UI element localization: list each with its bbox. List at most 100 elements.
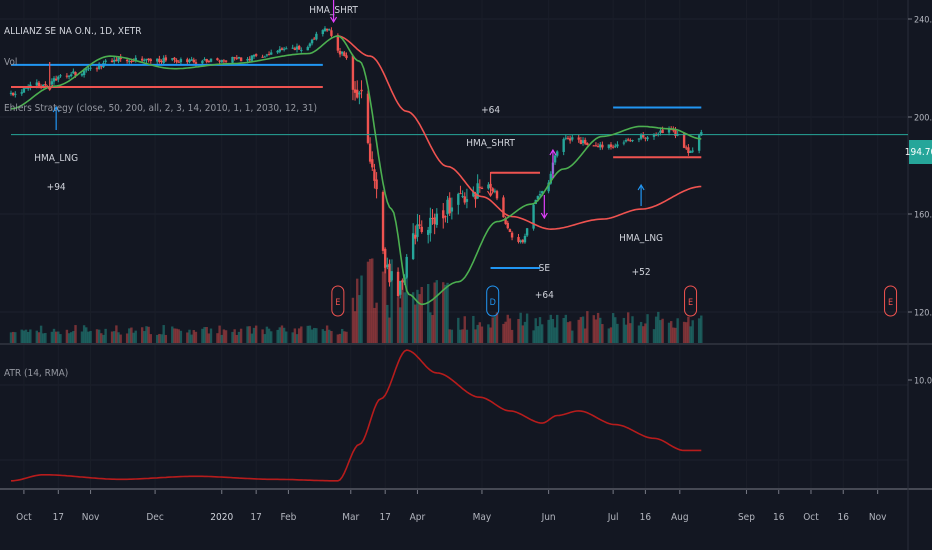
volume-bar <box>147 326 150 343</box>
volume-bar <box>547 319 550 343</box>
volume-bar <box>700 315 703 343</box>
candle <box>263 56 266 58</box>
volume-bar <box>368 258 372 343</box>
volume-bar <box>37 332 41 343</box>
signal-label-hma-lng-jul: HMA_LNG <box>619 233 663 244</box>
volume-bar <box>35 330 39 343</box>
volume-bar <box>149 334 152 343</box>
candle <box>325 28 329 31</box>
volume-bar <box>263 334 266 343</box>
candle <box>235 57 239 59</box>
event-marker[interactable] <box>331 285 345 317</box>
candle <box>89 67 92 69</box>
volume-bar <box>171 326 174 343</box>
candle <box>205 58 208 62</box>
candle <box>491 188 494 192</box>
candle <box>525 228 529 236</box>
price-axis-label: 200.00 <box>914 114 932 124</box>
candle <box>119 57 122 60</box>
candle <box>310 39 314 44</box>
candle <box>418 224 421 226</box>
candle <box>231 56 234 63</box>
volume-bar <box>689 326 692 343</box>
volume-bar <box>624 324 628 343</box>
volume-bar <box>224 330 228 343</box>
volume-bar <box>190 334 193 343</box>
volume-bar <box>353 311 357 343</box>
volume-bar <box>22 330 26 343</box>
candle <box>577 137 580 140</box>
volume-bar <box>564 314 568 343</box>
candle <box>564 137 568 139</box>
signal-label-hma-lng-left: HMA_LNG <box>34 153 78 164</box>
volume-bar <box>267 328 271 343</box>
candle <box>104 60 107 62</box>
candle <box>411 233 415 260</box>
volume-label[interactable]: Vol <box>4 57 18 68</box>
candle <box>130 61 133 63</box>
candle <box>540 191 544 194</box>
volume-bar <box>158 333 161 343</box>
candle <box>414 234 417 239</box>
candle <box>652 134 656 137</box>
atr-label[interactable]: ATR (14, RMA) <box>4 368 69 379</box>
volume-bar <box>52 328 56 343</box>
volume-bar <box>328 329 331 343</box>
volume-bar <box>80 331 84 343</box>
candle <box>37 82 41 87</box>
volume-bar <box>667 322 671 343</box>
candle <box>360 89 363 92</box>
volume-bar <box>506 314 509 343</box>
volume-bar <box>489 327 492 343</box>
volume-bar <box>431 315 434 343</box>
volume-bar <box>308 325 312 343</box>
candle <box>667 128 671 133</box>
volume-bar <box>562 318 565 343</box>
volume-bar <box>519 312 522 343</box>
volume-bar <box>336 334 340 343</box>
candle <box>330 30 333 36</box>
event-marker-label: E <box>888 298 893 308</box>
volume-bar <box>411 292 415 343</box>
volume-bar <box>444 284 447 343</box>
volume-bar <box>82 325 86 343</box>
volume-bar <box>20 329 23 343</box>
volume-bar <box>687 316 690 343</box>
volume-bar <box>659 320 662 343</box>
volume-bar <box>254 325 258 343</box>
candle <box>85 68 88 71</box>
event-marker[interactable] <box>884 285 898 317</box>
candle <box>315 33 318 40</box>
price-axis-label: 160.00 <box>914 211 932 221</box>
volume-bar <box>375 302 378 343</box>
candle <box>306 47 309 51</box>
candle <box>291 47 294 49</box>
candle <box>532 204 535 229</box>
volume-bar <box>194 331 198 343</box>
volume-bar <box>291 332 294 343</box>
volume-bar <box>435 280 438 343</box>
volume-bar <box>540 324 544 343</box>
candle <box>596 146 600 148</box>
candle <box>416 224 419 237</box>
time-axis-label: Sep <box>738 512 755 523</box>
long-signal-arrow-jul-head <box>637 183 645 191</box>
event-marker[interactable] <box>684 285 698 317</box>
volume-bar <box>74 325 77 343</box>
volume-bar <box>325 325 329 343</box>
strategy-label[interactable]: Ehlers Strategy (close, 50, 200, all, 2,… <box>4 103 317 114</box>
candle <box>295 46 299 50</box>
candle <box>399 281 402 295</box>
time-axis-label: Jul <box>607 512 619 523</box>
candle <box>293 48 297 50</box>
price-axis-label: 240.00 <box>914 16 932 26</box>
volume-bar <box>532 330 535 343</box>
candle <box>644 137 647 139</box>
event-marker[interactable] <box>486 285 500 317</box>
time-axis-label: May <box>473 512 492 523</box>
candle <box>300 49 303 51</box>
volume-bar <box>265 326 269 343</box>
candle <box>145 58 148 61</box>
candle <box>57 76 60 80</box>
